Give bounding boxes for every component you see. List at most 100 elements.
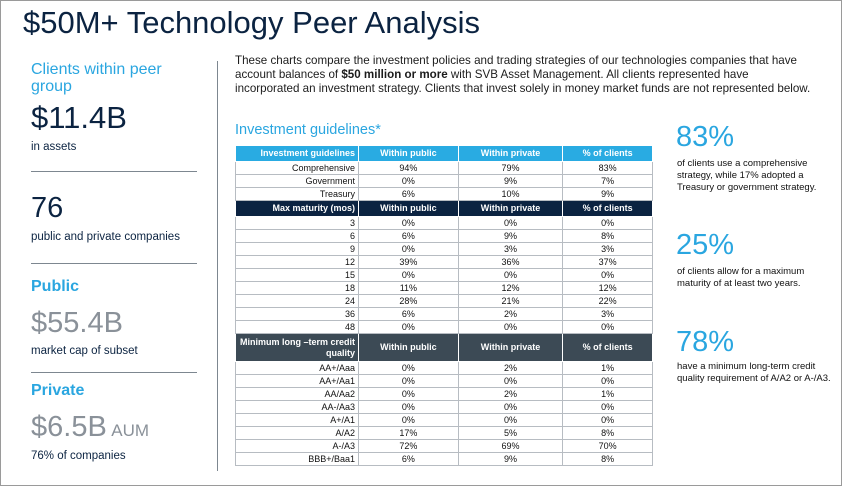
cell: 1%	[562, 387, 653, 401]
row: BBB+/Baa1 6% 9% 8%	[235, 452, 653, 466]
cell: 9%	[562, 187, 653, 201]
cell: 9%	[457, 452, 564, 466]
private-line: $6.5B AUM	[31, 411, 149, 444]
header-cell: Investment guidelines	[235, 145, 359, 162]
row: 6 6% 9% 8%	[235, 229, 653, 243]
callout-text: have a minimum long-term credit quality …	[677, 361, 831, 384]
cell: 0%	[562, 268, 653, 282]
callout-text: of clients use a comprehensive strategy,…	[677, 158, 817, 193]
cell: 0%	[358, 174, 459, 188]
row: Treasury 6% 10% 9%	[235, 187, 653, 201]
cell: 9%	[457, 174, 564, 188]
header-cell: Within private	[457, 200, 564, 217]
row: AA+/Aaa 0% 2% 1%	[235, 361, 653, 375]
header-cell: Within private	[457, 145, 564, 162]
cell: AA-/Aa3	[235, 400, 359, 414]
divider	[31, 372, 197, 373]
private-heading: Private	[31, 382, 85, 399]
cell: 6%	[358, 452, 459, 466]
private-label: 76% of companies	[31, 450, 126, 462]
row: 9 0% 3% 3%	[235, 242, 653, 256]
cell: A-/A3	[235, 439, 359, 453]
cell: 18	[235, 281, 359, 295]
public-heading: Public	[31, 278, 80, 295]
cell: 15	[235, 268, 359, 282]
cell: 0%	[457, 268, 564, 282]
callout-value: 78%	[676, 326, 735, 358]
callout-value: 25%	[676, 229, 735, 261]
cell: 0%	[358, 242, 459, 256]
row: A-/A3 72% 69% 70%	[235, 439, 653, 453]
cell: 72%	[358, 439, 459, 453]
assets-label: in assets	[31, 141, 77, 153]
row: 36 6% 2% 3%	[235, 307, 653, 321]
cell: 0%	[358, 387, 459, 401]
header-cell: % of clients	[562, 145, 653, 162]
cell: 24	[235, 294, 359, 308]
row: Government 0% 9% 7%	[235, 174, 653, 188]
cell: 3%	[562, 307, 653, 321]
row: AA+/Aa1 0% 0% 0%	[235, 374, 653, 388]
row: Comprehensive 94% 79% 83%	[235, 161, 653, 175]
public-value: $55.4B	[31, 307, 123, 339]
row: AA/Aa2 0% 2% 1%	[235, 387, 653, 401]
cell: 12%	[457, 281, 564, 295]
cell: Treasury	[235, 187, 359, 201]
header-cell: Within public	[358, 145, 459, 162]
cell: 83%	[562, 161, 653, 175]
callout-text: of clients allow for a maximum maturity …	[677, 266, 805, 289]
cell: 0%	[358, 268, 459, 282]
cell: Government	[235, 174, 359, 188]
cell: 0%	[457, 374, 564, 388]
row: A/A2 17% 5% 8%	[235, 426, 653, 440]
row: 12 39% 36% 37%	[235, 255, 653, 269]
row: A+/A1 0% 0% 0%	[235, 413, 653, 427]
cell: 0%	[358, 374, 459, 388]
title: $50M+ Technology Peer Analysis	[23, 5, 480, 40]
cell: 79%	[457, 161, 564, 175]
cell: 2%	[457, 361, 564, 375]
cell: 5%	[457, 426, 564, 440]
cell: AA+/Aaa	[235, 361, 359, 375]
header-row: Minimum long –term credit quality Within …	[235, 333, 653, 362]
cell: AA+/Aa1	[235, 374, 359, 388]
row: 48 0% 0% 0%	[235, 320, 653, 334]
cell: 6%	[358, 307, 459, 321]
header-cell: % of clients	[562, 200, 653, 217]
cell: 0%	[562, 374, 653, 388]
cell: 0%	[457, 400, 564, 414]
row: AA-/Aa3 0% 0% 0%	[235, 400, 653, 414]
cell: 12%	[562, 281, 653, 295]
private-value: $6.5B	[31, 411, 107, 443]
cell: AA/Aa2	[235, 387, 359, 401]
header-row: Investment guidelines Within public Within…	[235, 145, 653, 162]
cell: 11%	[358, 281, 459, 295]
cell: 21%	[457, 294, 564, 308]
cell: 12	[235, 255, 359, 269]
cell: 8%	[562, 426, 653, 440]
guidelines-table: Investment guidelines Within public Within…	[235, 145, 653, 466]
vertical-divider	[217, 61, 218, 471]
cell: 2%	[457, 307, 564, 321]
companies-label: public and private companies	[31, 231, 180, 243]
cell: 0%	[358, 216, 459, 230]
cell: 36	[235, 307, 359, 321]
cell: 28%	[358, 294, 459, 308]
cell: 70%	[562, 439, 653, 453]
cell: 37%	[562, 255, 653, 269]
cell: 0%	[358, 413, 459, 427]
cell: 0%	[562, 400, 653, 414]
intro-bold: $50 million or more	[341, 68, 448, 81]
peer-label: Clients within peer group	[31, 61, 162, 95]
cell: 3%	[457, 242, 564, 256]
intro-text: with SVB Asset Management. All clients r…	[235, 68, 811, 95]
cell: 2%	[457, 387, 564, 401]
cell: 48	[235, 320, 359, 334]
cell: 8%	[562, 452, 653, 466]
intro: These charts compare the investment poli…	[235, 54, 815, 96]
divider	[31, 171, 197, 172]
divider	[31, 263, 197, 264]
table-title: Investment guidelines*	[235, 122, 381, 138]
cell: 7%	[562, 174, 653, 188]
